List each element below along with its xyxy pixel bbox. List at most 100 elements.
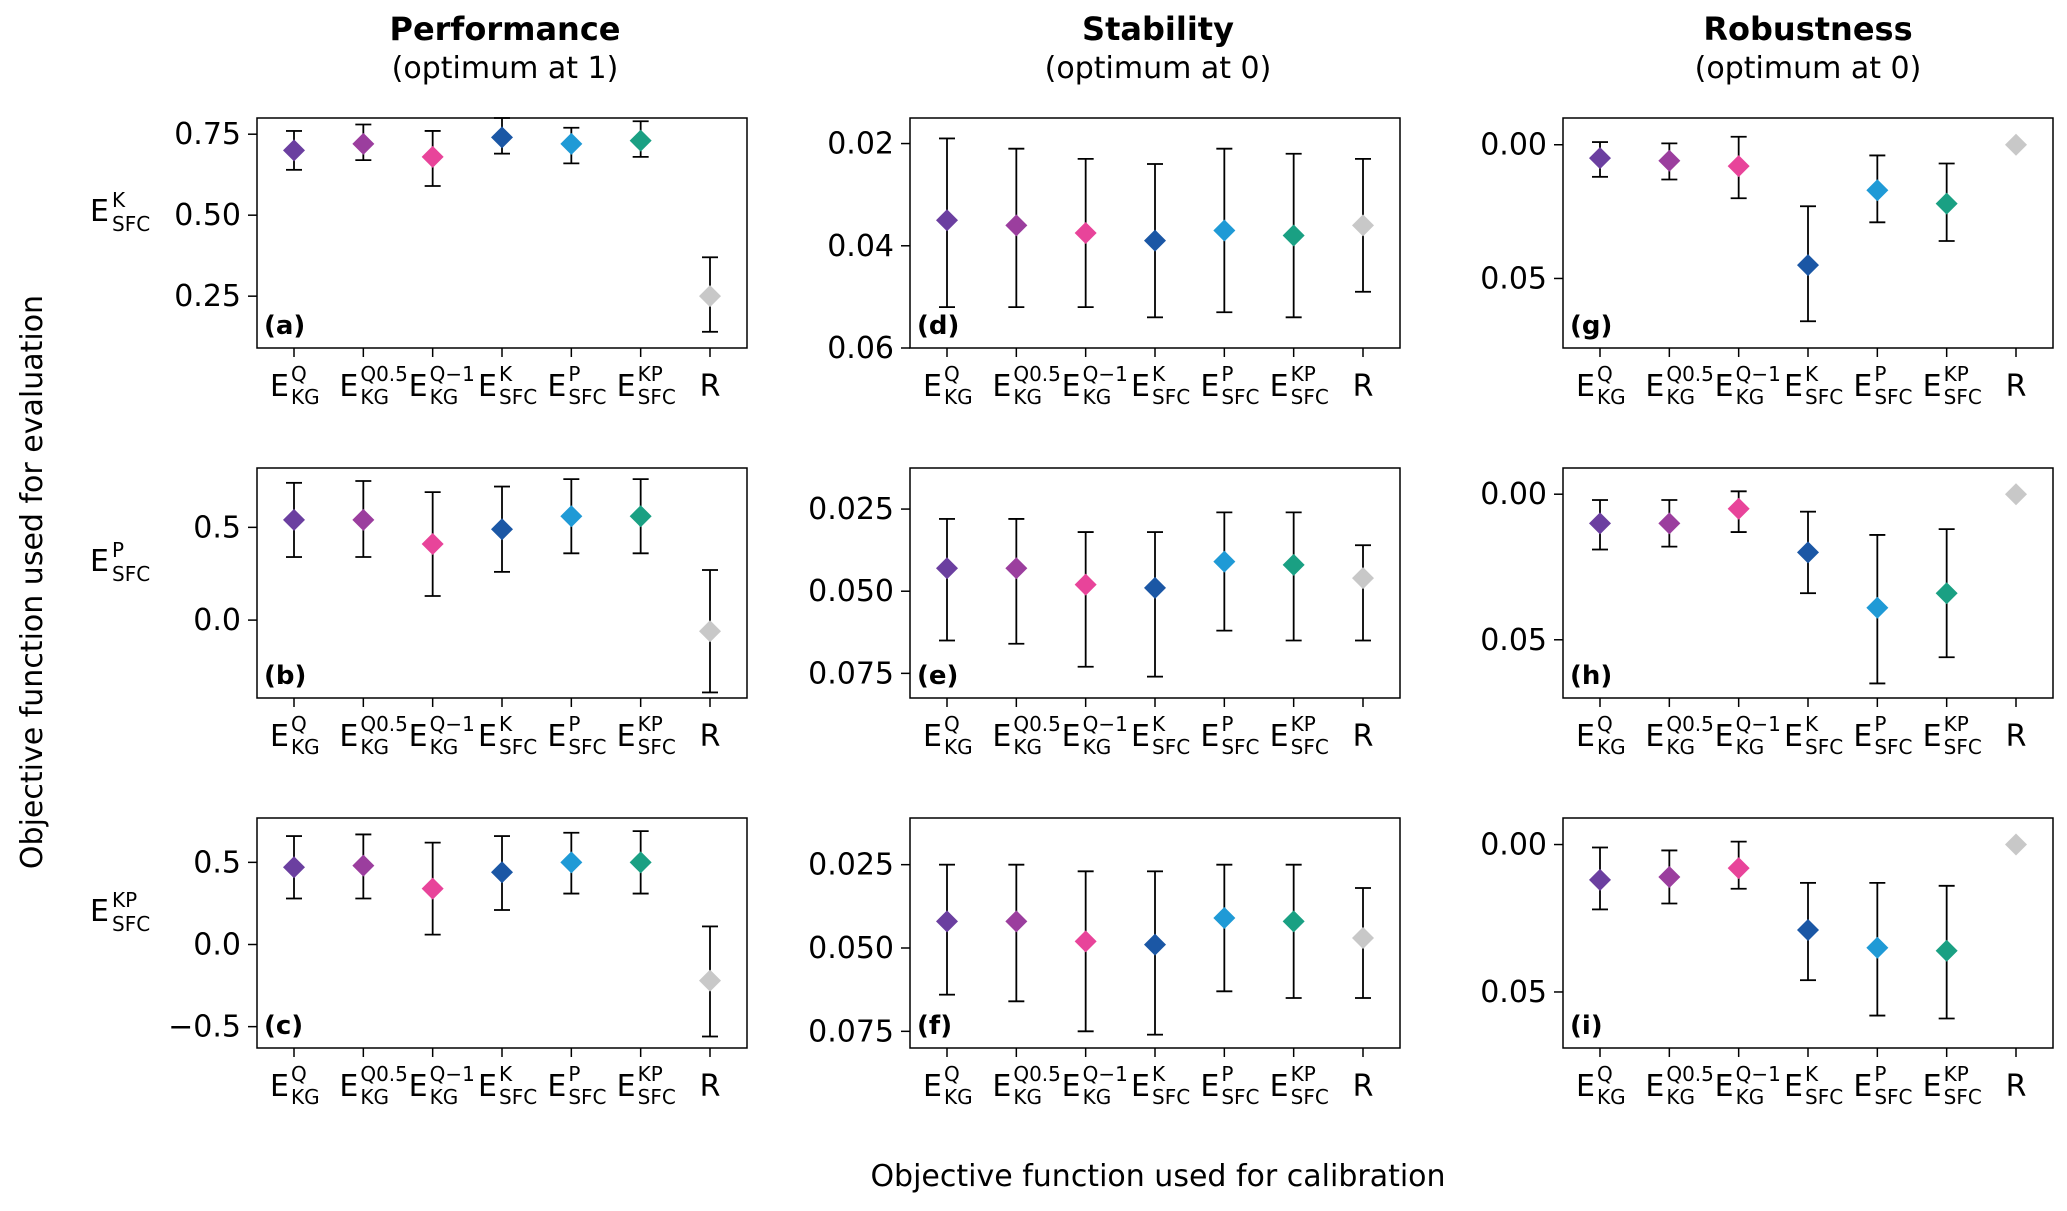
x-tick-label-sub: SFC [1805, 735, 1843, 759]
row-label-sub: SFC [112, 562, 150, 586]
x-tick-label-sup: KP [1944, 1062, 1969, 1086]
x-tick-label-base: E [1853, 1069, 1872, 1104]
x-tick-label-base: E [1062, 719, 1081, 754]
x-tick-label-sup: K [1152, 362, 1166, 386]
x-tick-label-sub: SFC [1874, 385, 1912, 409]
x-tick-label-sup: Q−1 [1083, 362, 1128, 386]
x-tick-label-base: E [409, 1069, 428, 1104]
x-tick-label-base: R [2006, 719, 2027, 754]
x-tick-label-sup: Q [944, 362, 960, 386]
x-tick-label-base: R [1353, 719, 1374, 754]
x-tick-label-sup: KP [638, 712, 663, 736]
x-tick-label: E QKG [270, 712, 320, 759]
x-tick-label-sub: SFC [1152, 385, 1190, 409]
x-tick-label-base: E [270, 369, 289, 404]
x-tick-label-base: E [923, 369, 942, 404]
x-tick-label-base: E [1200, 719, 1219, 754]
x-tick-label: E Q0.5KG [1645, 712, 1714, 759]
mean-marker [352, 854, 375, 877]
x-tick-label-sub: SFC [499, 385, 537, 409]
x-tick-label: E QKG [270, 362, 320, 409]
x-tick-label-sup: P [568, 362, 580, 386]
y-tick-label: 0.02 [827, 127, 894, 162]
y-tick-label: 0.025 [808, 848, 894, 883]
x-tick-label-base: E [617, 369, 636, 404]
row-label-base: E [90, 544, 109, 579]
x-tick-label-sup: P [1221, 1062, 1233, 1086]
mean-marker [629, 129, 652, 152]
x-tick-label-sup: Q0.5 [360, 362, 408, 386]
column-subtitle-stability: (optimum at 0) [1045, 51, 1272, 86]
y-tick-label: 0.25 [174, 279, 241, 314]
panel-letter: (g) [1570, 311, 1612, 341]
x-tick-label-base: R [700, 369, 721, 404]
x-tick-label: E Q−1KG [1062, 712, 1128, 759]
x-tick-label-base: E [339, 369, 358, 404]
y-tick-label: 0.00 [1480, 128, 1547, 163]
x-tick-label-sub: KG [1013, 385, 1042, 409]
x-tick-label: R [700, 1069, 721, 1104]
x-tick-label-base: E [339, 1069, 358, 1104]
x-tick-label-base: E [992, 1069, 1011, 1104]
x-tick-label-base: R [1353, 1069, 1374, 1104]
row-label-sup: K [112, 188, 126, 212]
x-tick-label: E QKG [1576, 712, 1626, 759]
mean-marker [1352, 567, 1374, 590]
x-tick-label-sup: Q0.5 [1013, 1062, 1061, 1086]
mean-marker [491, 861, 513, 884]
mean-marker [699, 620, 721, 643]
row-label-e-sfc-k: E K SFC [90, 188, 150, 236]
x-tick-label-base: E [478, 719, 497, 754]
x-tick-label: E QKG [1576, 1062, 1626, 1109]
x-tick-label-base: E [1853, 719, 1872, 754]
mean-marker [1797, 254, 1819, 277]
x-tick-label-base: E [923, 1069, 942, 1104]
mean-marker [1213, 219, 1236, 242]
x-tick-label-sub: SFC [1221, 385, 1259, 409]
mean-marker [1589, 868, 1611, 891]
mean-marker [1144, 576, 1166, 599]
x-tick-label-base: E [409, 719, 428, 754]
mean-marker [1282, 553, 1305, 576]
x-tick-label-sup: P [1221, 362, 1233, 386]
mean-marker [1866, 179, 1889, 202]
mean-marker [1074, 573, 1097, 596]
column-title-robustness: Robustness [1703, 10, 1912, 48]
x-tick-label-sup: Q0.5 [360, 712, 408, 736]
x-tick-label-base: E [1715, 369, 1734, 404]
x-tick-label-sup: K [1152, 712, 1166, 736]
row-label-e-sfc-kp: E KP SFC [90, 888, 150, 936]
x-tick-label-base: E [409, 369, 428, 404]
y-tick-label: 0.025 [808, 492, 894, 527]
x-tick-label-sub: SFC [1221, 1085, 1259, 1109]
x-tick-label: E QKG [923, 362, 973, 409]
x-tick-label-sub: KG [360, 385, 389, 409]
panel-letter: (c) [264, 1011, 303, 1041]
mean-marker [1282, 910, 1305, 933]
x-tick-label-sup: KP [638, 1062, 663, 1086]
x-tick-label-base: R [2006, 369, 2027, 404]
x-tick-label-sup: Q [291, 1062, 307, 1086]
x-tick-label-sub: SFC [499, 735, 537, 759]
x-tick-label: R [1353, 719, 1374, 754]
y-tick-label: 0.0 [193, 603, 241, 638]
x-tick-label-base: E [1200, 1069, 1219, 1104]
y-tick-label: 0.0 [193, 928, 241, 963]
x-tick-label-sub: SFC [1874, 735, 1912, 759]
x-tick-label-base: E [1784, 1069, 1803, 1104]
